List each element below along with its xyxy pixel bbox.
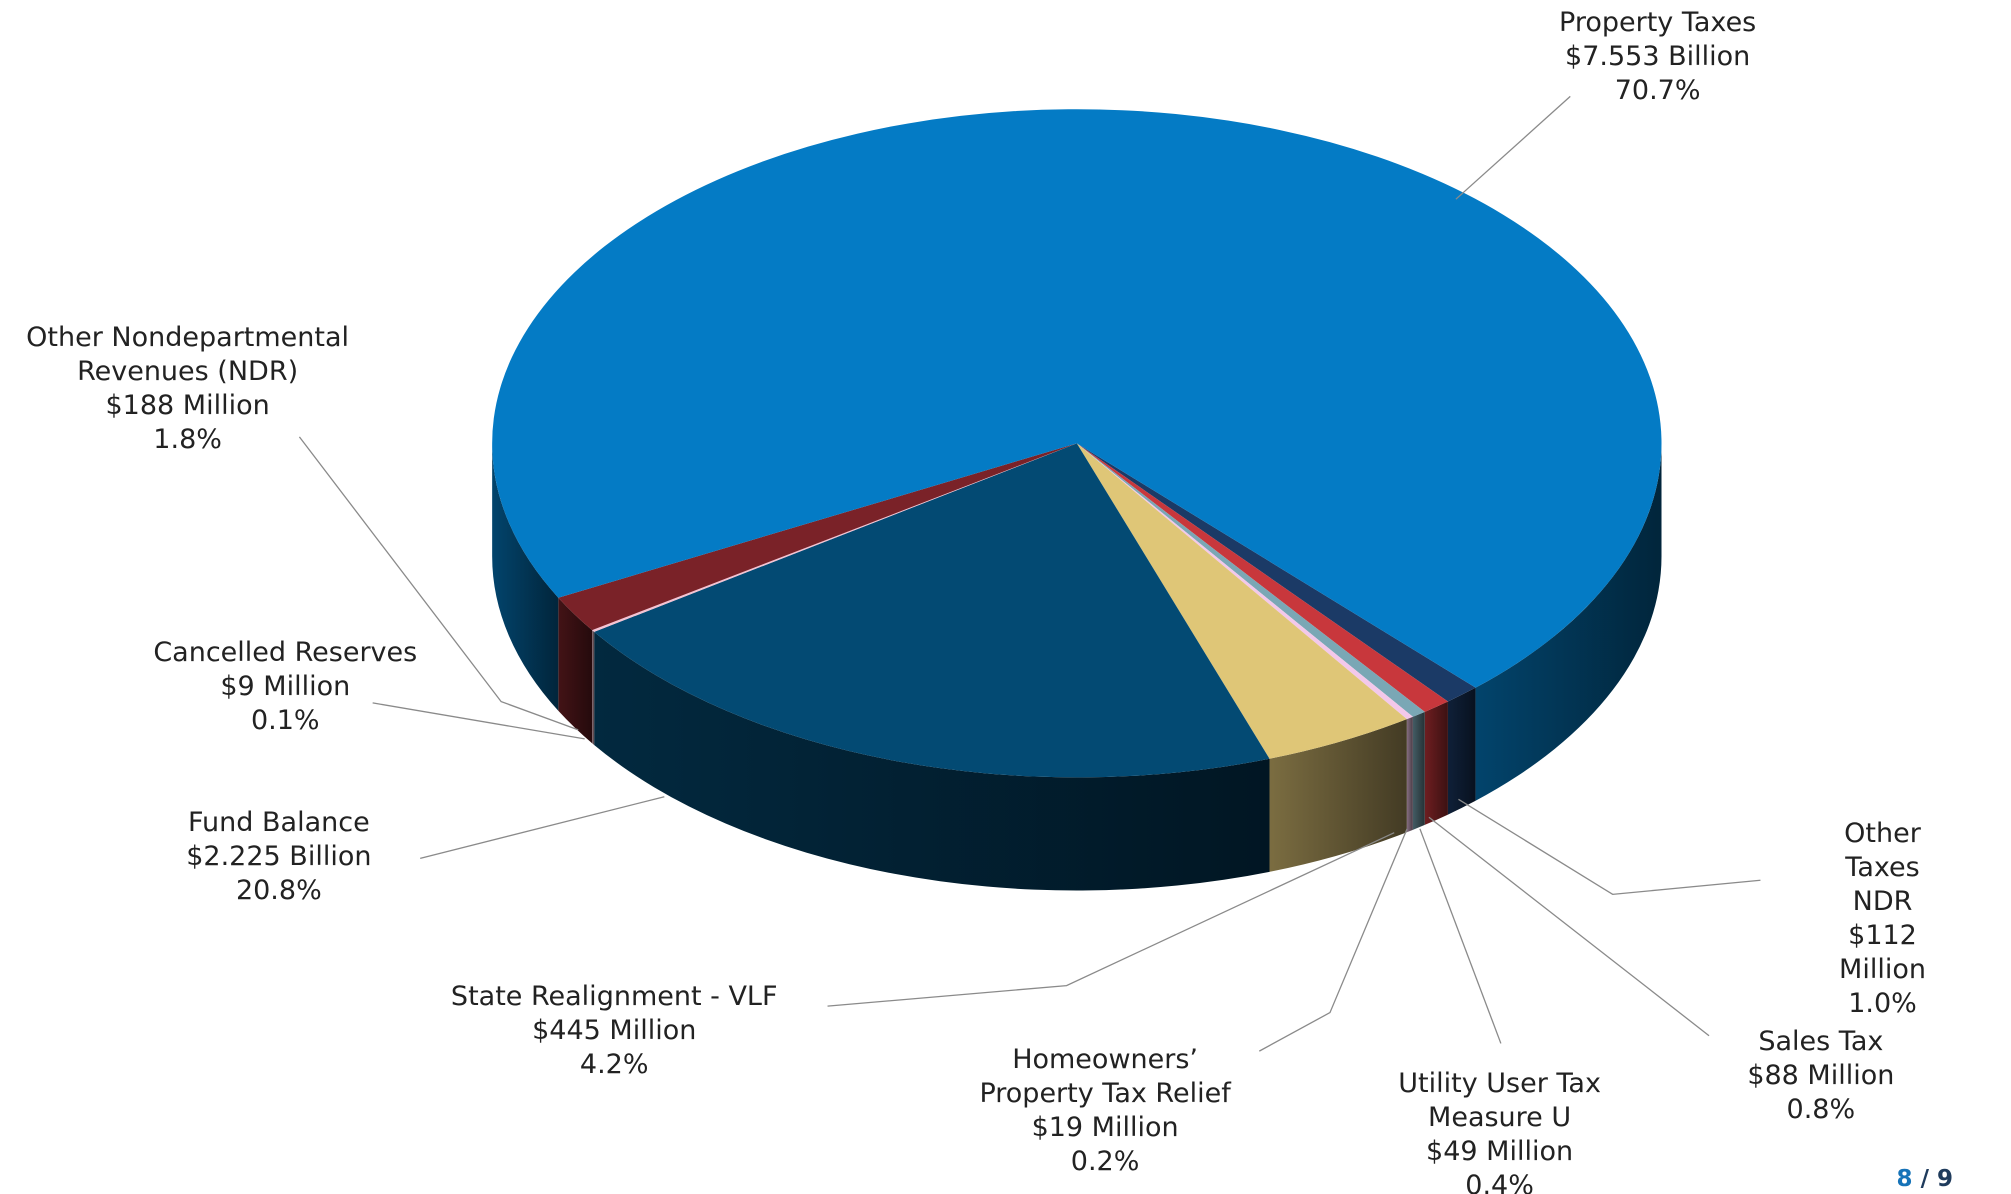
slice-name: Other Nondepartmental Revenues (NDR) <box>26 322 350 388</box>
leader-line <box>420 796 665 860</box>
slice-side <box>1424 701 1448 825</box>
page-separator: / <box>1920 1166 1929 1192</box>
slice <box>558 443 1077 631</box>
page-total: 9 <box>1936 1166 1953 1192</box>
slice-label: Homeowners’ Property Tax Relief $19 Milli… <box>979 1043 1230 1179</box>
slice-name: Homeowners’ Property Tax Relief <box>979 1044 1231 1110</box>
slice <box>594 443 1270 778</box>
leader-line <box>298 436 579 731</box>
leader-line <box>1419 828 1502 1044</box>
slice-side <box>1447 687 1476 815</box>
slice-label: Fund Balance $2.225 Billion 20.8% <box>186 806 371 908</box>
slice-percent: 0.4% <box>1465 1169 1534 1194</box>
slice-label: State Realignment - VLF $445 Million 4.2% <box>451 980 778 1082</box>
slice-amount: $49 Million <box>1426 1135 1574 1167</box>
slice-percent: 0.8% <box>1786 1094 1856 1126</box>
slice-side <box>492 443 559 711</box>
slice-percent: 4.2% <box>579 1049 649 1081</box>
slice-side <box>592 630 595 745</box>
slice-percent: 0.1% <box>250 705 320 737</box>
slice-amount: $88 Million <box>1747 1060 1895 1092</box>
leader-line <box>1455 95 1571 200</box>
slice-side <box>1406 716 1413 833</box>
slice-label: Other Nondepartmental Revenues (NDR) $188… <box>26 321 349 457</box>
leader-line <box>1428 816 1710 1037</box>
slice-amount: $112 Million <box>1839 920 1926 986</box>
slice-name: Fund Balance <box>188 806 370 838</box>
slice-name: Utility User Tax Measure U <box>1398 1067 1601 1133</box>
slice-amount: $445 Million <box>532 1015 697 1047</box>
slice-amount: $7.553 Billion <box>1565 41 1751 73</box>
leader-line <box>372 702 585 740</box>
slice-percent: 1.0% <box>1848 988 1917 1020</box>
page-number: 8 / 9 <box>1897 1166 1953 1192</box>
slice-side <box>1475 443 1662 801</box>
slice-label: Sales Tax $88 Million 0.8% <box>1747 1025 1894 1127</box>
slice <box>1076 443 1407 759</box>
slice-label: Cancelled Reserves $9 Million 0.1% <box>153 636 417 738</box>
leader-line <box>1258 828 1408 1052</box>
slice-name: State Realignment - VLF <box>450 981 778 1013</box>
slice <box>1076 443 1425 717</box>
slice-side <box>1412 711 1425 830</box>
page-current: 8 <box>1896 1166 1913 1192</box>
slice-amount: $19 Million <box>1031 1112 1179 1144</box>
slice <box>592 443 1077 632</box>
leader-line <box>1458 798 1761 896</box>
slice-amount: $2.225 Billion <box>186 840 372 872</box>
slice-label: Utility User Tax Measure U $49 Million 0.4… <box>1398 1067 1601 1194</box>
slice-name: Sales Tax <box>1758 1026 1884 1058</box>
slice-percent: 1.8% <box>153 424 222 456</box>
slice-label: Property Taxes $7.553 Billion 70.7% <box>1559 6 1756 108</box>
slice-side <box>594 631 1270 891</box>
slice-amount: $188 Million <box>105 390 270 422</box>
slice-name: Property Taxes <box>1559 7 1757 39</box>
slice-percent: 0.2% <box>1070 1146 1140 1178</box>
slice-name: Cancelled Reserves <box>153 637 418 669</box>
slice <box>1076 443 1413 720</box>
slice-side <box>558 597 593 744</box>
leader-line <box>827 832 1395 1007</box>
slice <box>492 109 1662 688</box>
slice-percent: 70.7% <box>1614 75 1701 107</box>
slice-side <box>1269 719 1407 872</box>
slice-amount: $9 Million <box>220 671 351 703</box>
slice <box>1076 443 1448 712</box>
slice-name: Other Taxes NDR <box>1844 818 1921 918</box>
slice-label: Other Taxes NDR $112 Million 1.0% <box>1818 817 1946 1021</box>
slice <box>1076 443 1476 702</box>
slice-percent: 20.8% <box>235 874 322 906</box>
